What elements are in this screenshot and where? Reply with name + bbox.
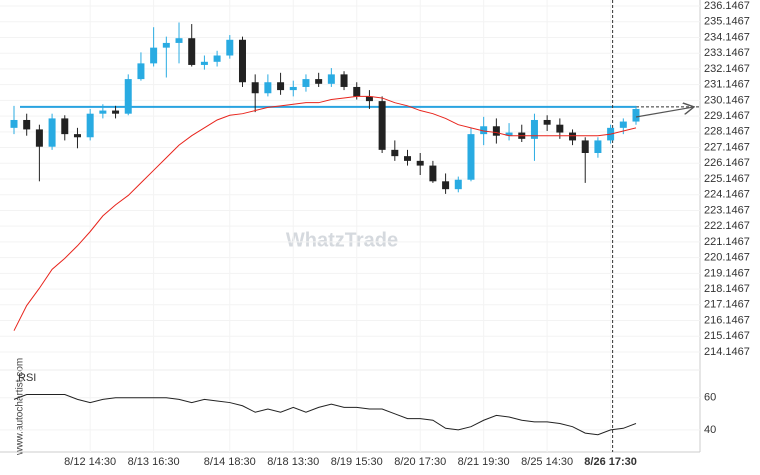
candle-body <box>238 39 246 83</box>
candle-body <box>391 149 399 157</box>
candle-body <box>277 82 285 91</box>
forecast-arrow <box>635 107 694 118</box>
rsi-label: RSI <box>18 372 36 384</box>
x-tick-label: 8/13 16:30 <box>128 456 180 468</box>
candle-body <box>10 119 18 128</box>
y-tick-label: 228.1467 <box>704 126 750 138</box>
candle-body <box>112 110 120 114</box>
y-tick-label: 216.1467 <box>704 314 750 326</box>
candle-body <box>619 121 627 128</box>
candle-body <box>124 79 132 114</box>
candle-body <box>556 124 564 133</box>
candle-body <box>175 38 183 43</box>
candle-body <box>86 113 94 138</box>
candle-body <box>581 140 589 154</box>
candle-body <box>99 110 107 114</box>
candle-body <box>188 38 196 65</box>
rsi-tick-label: 40 <box>704 424 716 436</box>
candle-body <box>416 160 424 166</box>
candle-body <box>162 42 170 48</box>
y-tick-label: 233.1467 <box>704 47 750 59</box>
y-tick-label: 214.1467 <box>704 346 750 358</box>
side-text: www.autochartist.com <box>15 358 26 456</box>
candle-body <box>353 86 361 97</box>
y-tick-label: 235.1467 <box>704 16 750 28</box>
y-tick-label: 225.1467 <box>704 173 750 185</box>
candle-body <box>530 119 538 139</box>
y-tick-label: 217.1467 <box>704 299 750 311</box>
x-tick-label: 8/18 13:30 <box>267 456 319 468</box>
y-tick-label: 223.1467 <box>704 204 750 216</box>
candle-body <box>492 126 500 136</box>
candle-body <box>632 108 640 122</box>
candle-body <box>213 55 221 62</box>
candle-body <box>454 179 462 190</box>
x-tick-label: 8/25 14:30 <box>521 456 573 468</box>
candle-body <box>442 181 450 190</box>
candle-body <box>73 134 81 138</box>
x-tick-label: 8/21 19:30 <box>458 456 510 468</box>
y-tick-label: 234.1467 <box>704 31 750 43</box>
y-tick-label: 218.1467 <box>704 283 750 295</box>
moving-average <box>13 95 637 331</box>
y-tick-label: 215.1467 <box>704 330 750 342</box>
candle-body <box>505 132 513 136</box>
candle-body <box>226 39 234 56</box>
candle-body <box>404 156 412 161</box>
candle-body <box>289 86 297 91</box>
candle-body <box>327 74 335 84</box>
candle-body <box>251 82 259 94</box>
candle-body <box>365 96 373 102</box>
watermark: WhatzTrade <box>286 229 398 251</box>
candle-body <box>543 119 551 125</box>
candle-body <box>594 140 602 154</box>
y-tick-label: 227.1467 <box>704 141 750 153</box>
candle-body <box>35 129 43 147</box>
y-tick-label: 231.1467 <box>704 79 750 91</box>
y-tick-label: 229.1467 <box>704 110 750 122</box>
x-tick-label: 8/19 15:30 <box>331 456 383 468</box>
candle-body <box>378 101 386 150</box>
candle-body <box>264 82 272 94</box>
y-tick-label: 232.1467 <box>704 63 750 75</box>
x-tick-label: 8/14 18:30 <box>204 456 256 468</box>
rsi-line <box>13 394 637 436</box>
y-tick-label: 222.1467 <box>704 220 750 232</box>
x-tick-label: 8/26 17:30 <box>584 456 637 468</box>
y-tick-label: 224.1467 <box>704 189 750 201</box>
y-tick-label: 226.1467 <box>704 157 750 169</box>
candle-body <box>302 79 310 87</box>
candle-body <box>48 118 56 147</box>
candle-body <box>150 47 158 64</box>
candle-body <box>569 132 577 141</box>
candle-body <box>200 61 208 65</box>
y-tick-label: 236.1467 <box>704 0 750 12</box>
rsi-tick-label: 60 <box>704 392 716 404</box>
y-tick-label: 230.1467 <box>704 94 750 106</box>
candle-body <box>315 79 323 84</box>
y-tick-label: 219.1467 <box>704 267 750 279</box>
y-tick-label: 220.1467 <box>704 252 750 264</box>
x-tick-label: 8/20 17:30 <box>394 456 446 468</box>
candle-body <box>61 118 69 135</box>
candle-body <box>480 126 488 135</box>
y-tick-label: 221.1467 <box>704 236 750 248</box>
candle-body <box>340 74 348 87</box>
candle-body <box>23 119 31 130</box>
candle-body <box>467 134 475 180</box>
candle-body <box>429 165 437 182</box>
x-tick-label: 8/12 14:30 <box>64 456 116 468</box>
candle-body <box>137 63 145 80</box>
